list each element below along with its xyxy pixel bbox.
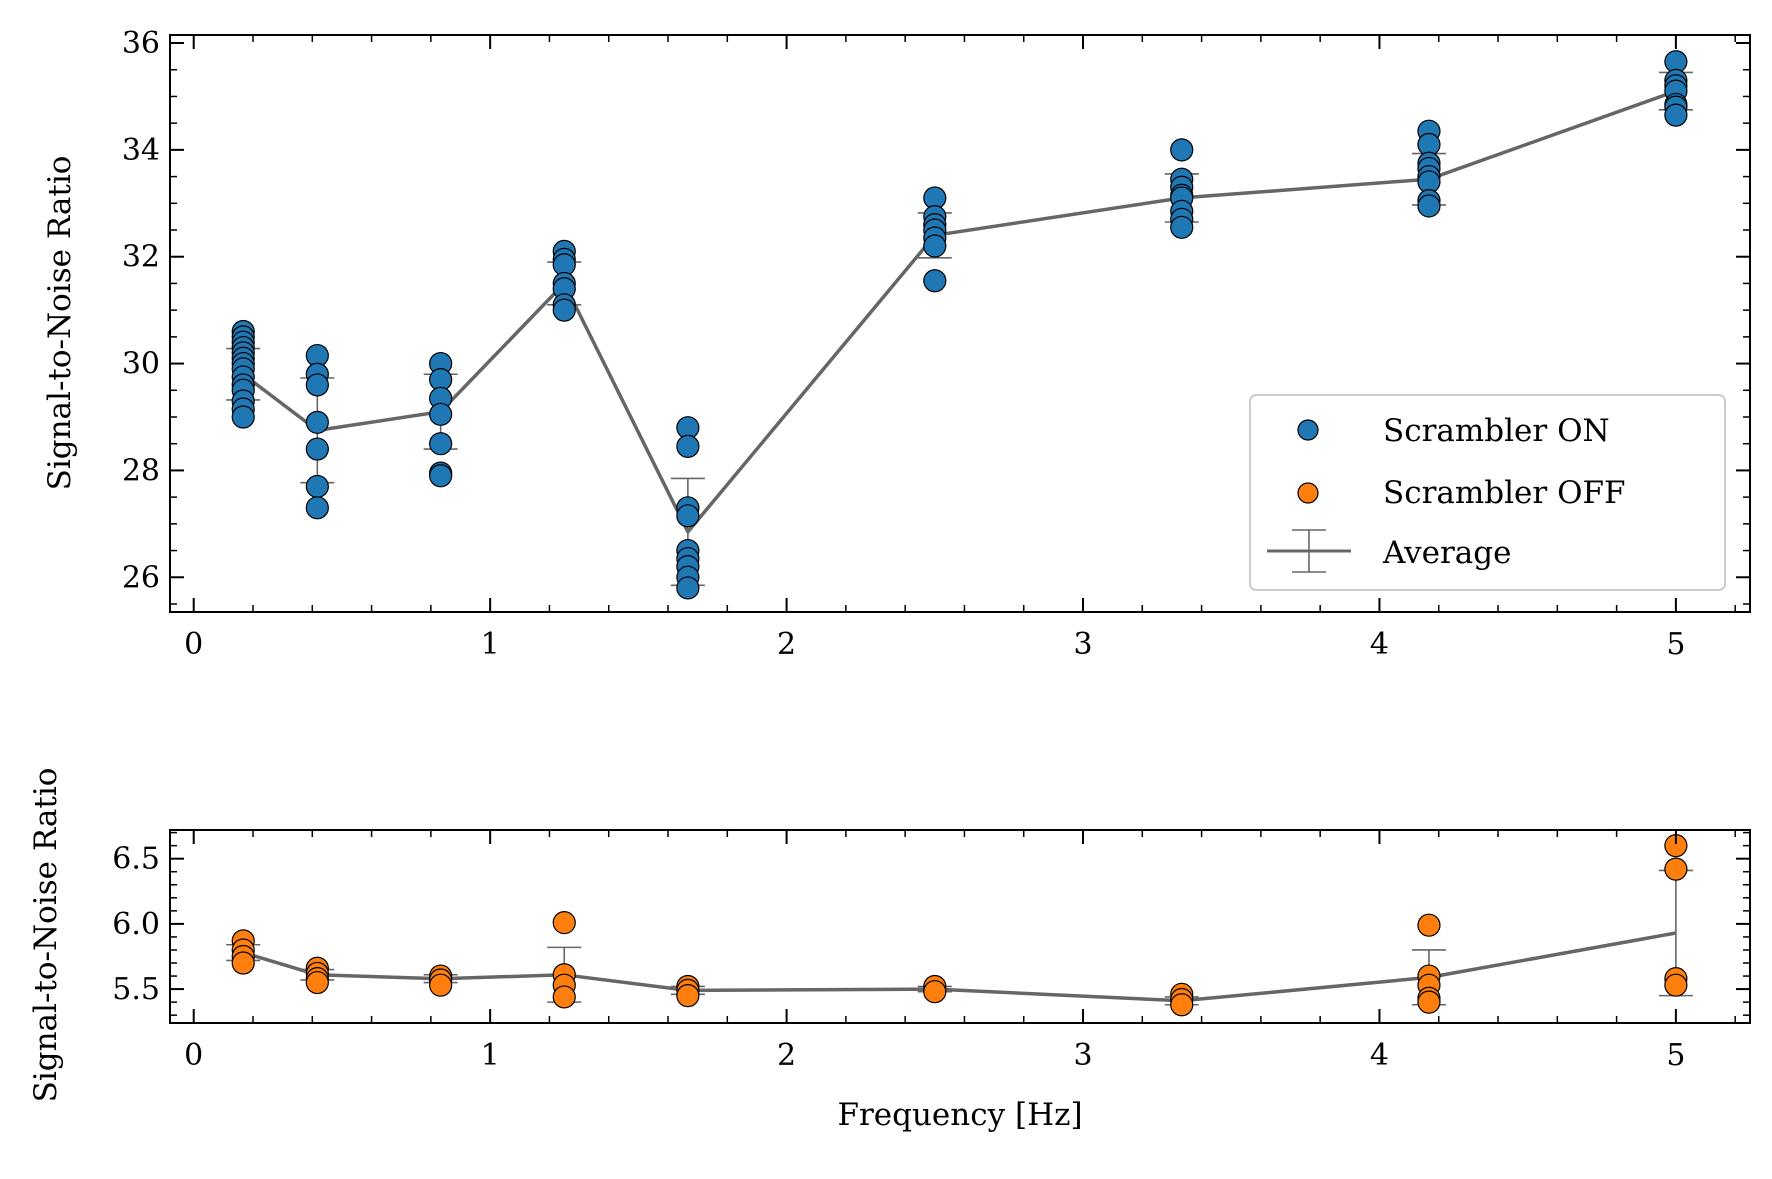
top-data-point — [676, 504, 700, 528]
bottom-x-tick-label: 5 — [1666, 1038, 1685, 1073]
top-y-tick-label: 32 — [122, 240, 160, 275]
bottom-x-tick-label: 4 — [1370, 1038, 1389, 1073]
bottom-data-point — [552, 910, 576, 935]
bottom-data-point — [1664, 857, 1688, 881]
top-data-point — [676, 434, 700, 458]
legend: Scrambler ON Scrambler OFF Average — [1249, 394, 1726, 591]
bottom-data-point — [1417, 913, 1441, 937]
top-data-point — [1417, 194, 1441, 218]
bottom-data-point — [923, 980, 947, 1004]
bottom-data-point — [1417, 990, 1441, 1014]
legend-frame — [1249, 394, 1726, 591]
bottom-x-tick-label: 2 — [777, 1038, 796, 1073]
top-data-point — [305, 496, 329, 520]
top-x-tick-label: 5 — [1666, 627, 1685, 662]
bottom-average-line — [242, 931, 1677, 1003]
top-y-tick-label: 30 — [122, 347, 160, 382]
bottom-ticks: 0 1 2 3 4 5 5.5 6.0 6.5 — [112, 830, 1750, 1073]
top-data-point — [305, 437, 329, 461]
top-x-tick-label: 0 — [184, 627, 203, 662]
top-data-point — [923, 234, 947, 258]
top-y-tick-label: 34 — [122, 133, 160, 168]
top-y-tick-label: 28 — [122, 453, 160, 488]
bottom-plot-area — [226, 834, 1693, 1017]
legend-label-scrambler-off: Scrambler OFF — [1383, 475, 1626, 511]
top-x-tick-label: 3 — [1073, 627, 1092, 662]
legend-label-scrambler-on: Scrambler ON — [1383, 413, 1610, 449]
bottom-data-point — [305, 970, 329, 995]
top-x-tick-label: 4 — [1370, 627, 1389, 662]
bottom-y-axis-label: Signal-to-Noise Ratio — [28, 768, 64, 1103]
bottom-x-tick-label: 0 — [184, 1038, 203, 1073]
bottom-y-tick-label: 6.0 — [112, 907, 160, 942]
bottom-data-point — [1664, 973, 1688, 997]
bottom-x-tick-label: 1 — [481, 1038, 500, 1073]
top-data-point — [305, 474, 329, 499]
top-data-point — [552, 298, 576, 322]
top-y-axis-label: Signal-to-Noise Ratio — [42, 156, 78, 491]
top-x-tick-label: 2 — [777, 627, 796, 662]
legend-marker-scrambler-on — [1297, 419, 1319, 441]
legend-marker-scrambler-off — [1297, 482, 1319, 504]
bottom-axes-frame — [169, 829, 1751, 1024]
top-x-tick-label: 1 — [481, 627, 500, 662]
top-data-point — [1170, 138, 1194, 162]
top-data-point — [429, 464, 453, 488]
top-data-point — [429, 432, 453, 456]
x-axis-label: Frequency [Hz] — [837, 1097, 1082, 1133]
top-average-line — [242, 89, 1677, 534]
top-data-point — [429, 402, 453, 426]
top-data-point — [923, 269, 947, 293]
legend-marker-average — [1267, 529, 1351, 573]
legend-label-average: Average — [1382, 535, 1511, 571]
bottom-data-point — [429, 973, 453, 997]
bottom-y-tick-label: 6.5 — [112, 842, 160, 877]
bottom-data-point — [676, 984, 700, 1008]
top-plot-area — [226, 50, 1693, 600]
top-data-point — [231, 405, 255, 429]
top-data-point — [305, 373, 329, 397]
bottom-panel: 0 1 2 3 4 5 5.5 6.0 6.5 Signal-to-Noise Ratio Fr… — [28, 768, 1751, 1133]
top-data-point — [676, 576, 700, 600]
top-data-point — [1170, 215, 1194, 239]
top-y-tick-label: 26 — [122, 560, 160, 595]
bottom-data-point — [231, 951, 255, 975]
top-y-tick-label: 36 — [122, 26, 160, 61]
bottom-data-point — [552, 985, 576, 1009]
top-data-point — [1664, 103, 1688, 127]
top-axes-frame — [169, 34, 1751, 613]
bottom-x-tick-label: 3 — [1073, 1038, 1092, 1073]
bottom-scatter-series — [231, 834, 1688, 1017]
top-data-point — [305, 410, 329, 434]
top-scatter-series — [231, 50, 1688, 600]
bottom-y-tick-label: 5.5 — [112, 972, 160, 1007]
bottom-data-point — [1170, 993, 1194, 1017]
